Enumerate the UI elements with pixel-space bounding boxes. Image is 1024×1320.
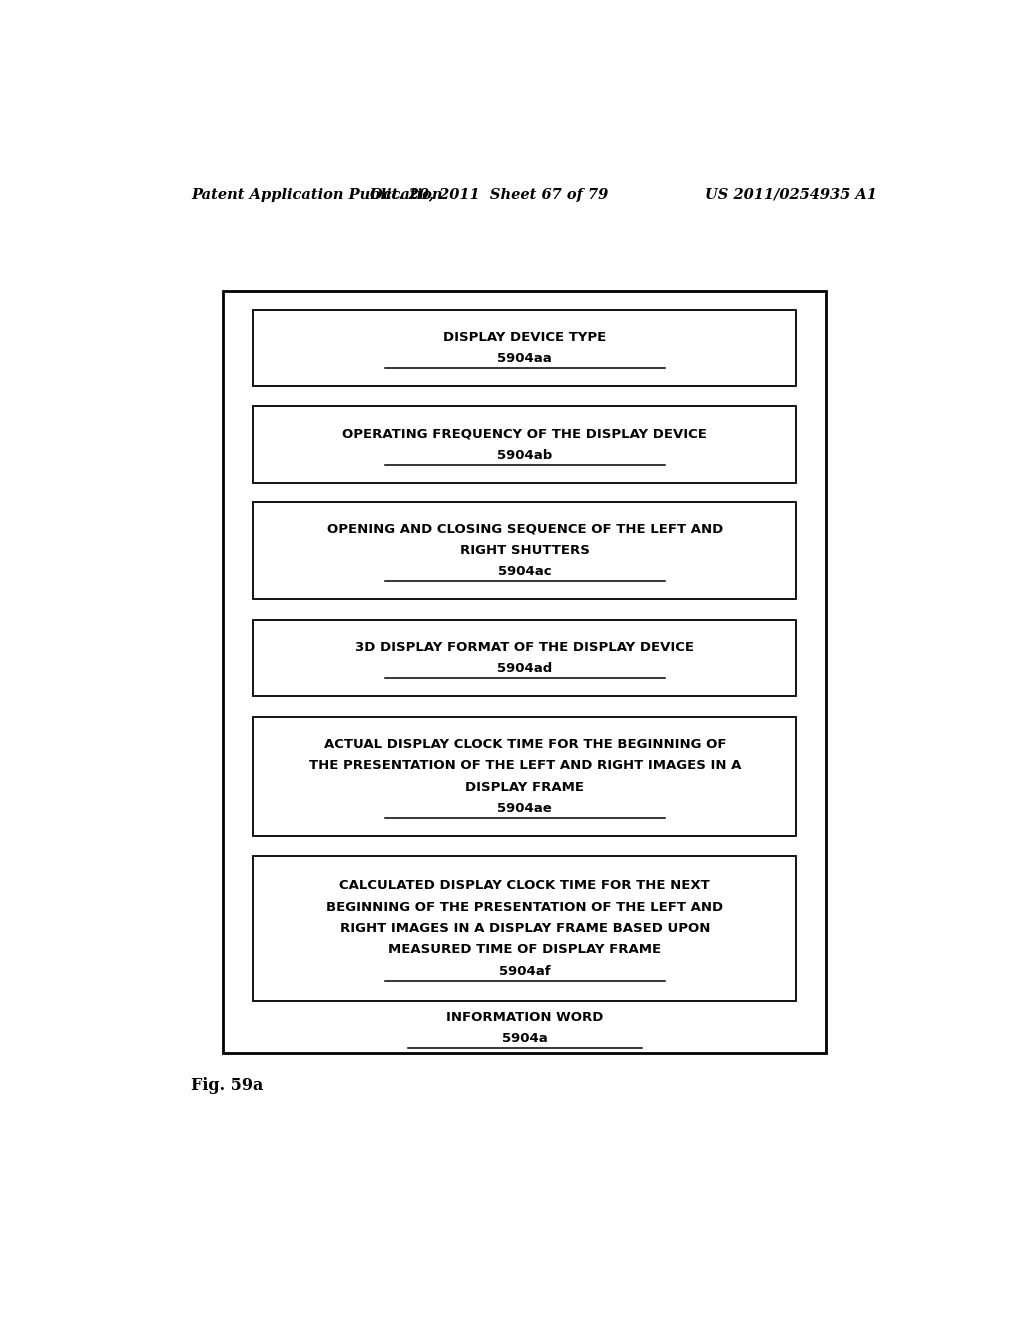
Text: THE PRESENTATION OF THE LEFT AND RIGHT IMAGES IN A: THE PRESENTATION OF THE LEFT AND RIGHT I… — [308, 759, 741, 772]
Text: 5904af: 5904af — [499, 965, 551, 978]
Text: DISPLAY FRAME: DISPLAY FRAME — [465, 780, 585, 793]
Text: 5904ae: 5904ae — [498, 803, 552, 814]
Bar — [253, 620, 797, 696]
Bar — [253, 502, 797, 599]
Text: INFORMATION WORD: INFORMATION WORD — [446, 1011, 603, 1023]
Text: 5904aa: 5904aa — [498, 352, 552, 364]
Bar — [223, 290, 826, 1053]
Text: MEASURED TIME OF DISPLAY FRAME: MEASURED TIME OF DISPLAY FRAME — [388, 944, 662, 957]
Text: Patent Application Publication: Patent Application Publication — [191, 187, 443, 202]
Bar — [253, 718, 797, 836]
Text: 5904a: 5904a — [502, 1032, 548, 1045]
Text: 5904ab: 5904ab — [498, 449, 552, 462]
Text: RIGHT SHUTTERS: RIGHT SHUTTERS — [460, 544, 590, 557]
Text: Oct. 20, 2011  Sheet 67 of 79: Oct. 20, 2011 Sheet 67 of 79 — [370, 187, 608, 202]
Bar — [253, 407, 797, 483]
Text: Fig. 59a: Fig. 59a — [191, 1077, 264, 1094]
Text: OPENING AND CLOSING SEQUENCE OF THE LEFT AND: OPENING AND CLOSING SEQUENCE OF THE LEFT… — [327, 523, 723, 536]
Text: US 2011/0254935 A1: US 2011/0254935 A1 — [705, 187, 877, 202]
Text: OPERATING FREQUENCY OF THE DISPLAY DEVICE: OPERATING FREQUENCY OF THE DISPLAY DEVIC… — [342, 428, 708, 441]
Text: DISPLAY DEVICE TYPE: DISPLAY DEVICE TYPE — [443, 330, 606, 343]
Text: CALCULATED DISPLAY CLOCK TIME FOR THE NEXT: CALCULATED DISPLAY CLOCK TIME FOR THE NE… — [339, 879, 711, 892]
Text: RIGHT IMAGES IN A DISPLAY FRAME BASED UPON: RIGHT IMAGES IN A DISPLAY FRAME BASED UP… — [340, 923, 710, 935]
Text: 3D DISPLAY FORMAT OF THE DISPLAY DEVICE: 3D DISPLAY FORMAT OF THE DISPLAY DEVICE — [355, 640, 694, 653]
Text: 5904ad: 5904ad — [498, 663, 552, 675]
Bar — [253, 310, 797, 385]
Text: ACTUAL DISPLAY CLOCK TIME FOR THE BEGINNING OF: ACTUAL DISPLAY CLOCK TIME FOR THE BEGINN… — [324, 738, 726, 751]
Text: BEGINNING OF THE PRESENTATION OF THE LEFT AND: BEGINNING OF THE PRESENTATION OF THE LEF… — [327, 900, 723, 913]
Text: 5904ac: 5904ac — [498, 565, 552, 578]
Bar — [253, 857, 797, 1001]
